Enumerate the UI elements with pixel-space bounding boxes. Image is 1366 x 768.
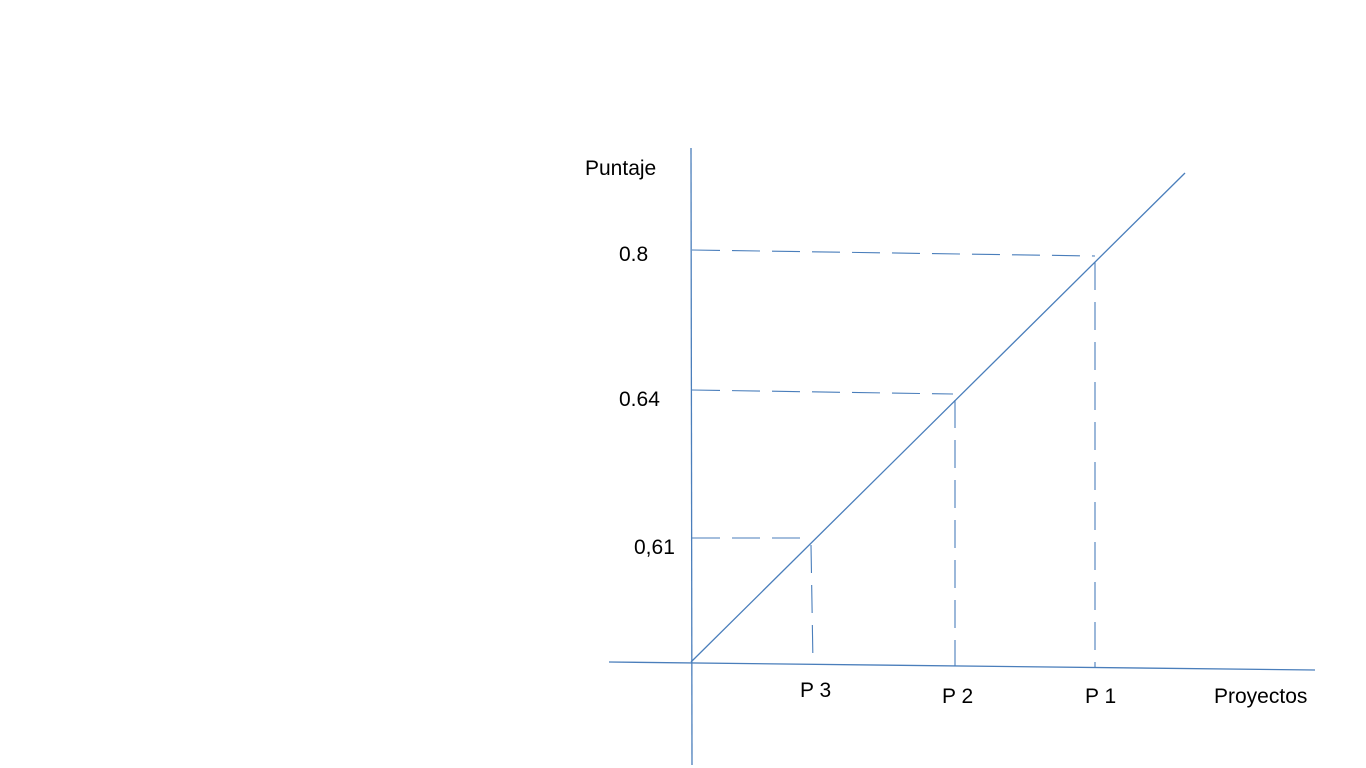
project-label-p1: P 1 [1085,685,1116,708]
y-axis [690,147,693,766]
guide-vertical-p3 [810,544,814,665]
score-label-p1: 0.8 [619,243,648,266]
project-label-p2: P 2 [942,685,973,708]
guide-horizontal-p1 [691,249,1096,257]
score-trend-line [690,172,1186,663]
project-label-p3: P 3 [800,679,831,702]
x-axis [608,661,1316,671]
score-label-p2: 0.64 [619,388,660,411]
x-axis-title: Proyectos [1214,685,1307,708]
guide-horizontal-p2 [691,389,954,395]
score-label-p3: 0,61 [634,536,675,559]
y-axis-title: Puntaje [585,157,656,180]
